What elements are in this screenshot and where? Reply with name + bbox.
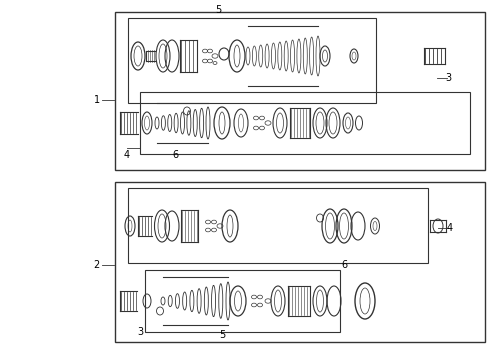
Text: 3: 3 bbox=[137, 327, 143, 337]
Text: 1: 1 bbox=[94, 95, 100, 105]
Text: 4: 4 bbox=[446, 223, 452, 233]
Bar bbox=[128, 188, 427, 263]
Text: 6: 6 bbox=[172, 150, 178, 160]
Bar bbox=[140, 92, 469, 154]
Bar bbox=[115, 182, 484, 342]
Bar bbox=[128, 18, 375, 103]
Text: 4: 4 bbox=[123, 150, 130, 160]
Text: 6: 6 bbox=[340, 260, 346, 270]
Bar bbox=[115, 12, 484, 170]
Bar bbox=[145, 270, 339, 332]
Text: 2: 2 bbox=[94, 260, 100, 270]
Text: 3: 3 bbox=[444, 73, 450, 83]
Text: 5: 5 bbox=[214, 5, 221, 15]
Text: 5: 5 bbox=[219, 330, 224, 340]
